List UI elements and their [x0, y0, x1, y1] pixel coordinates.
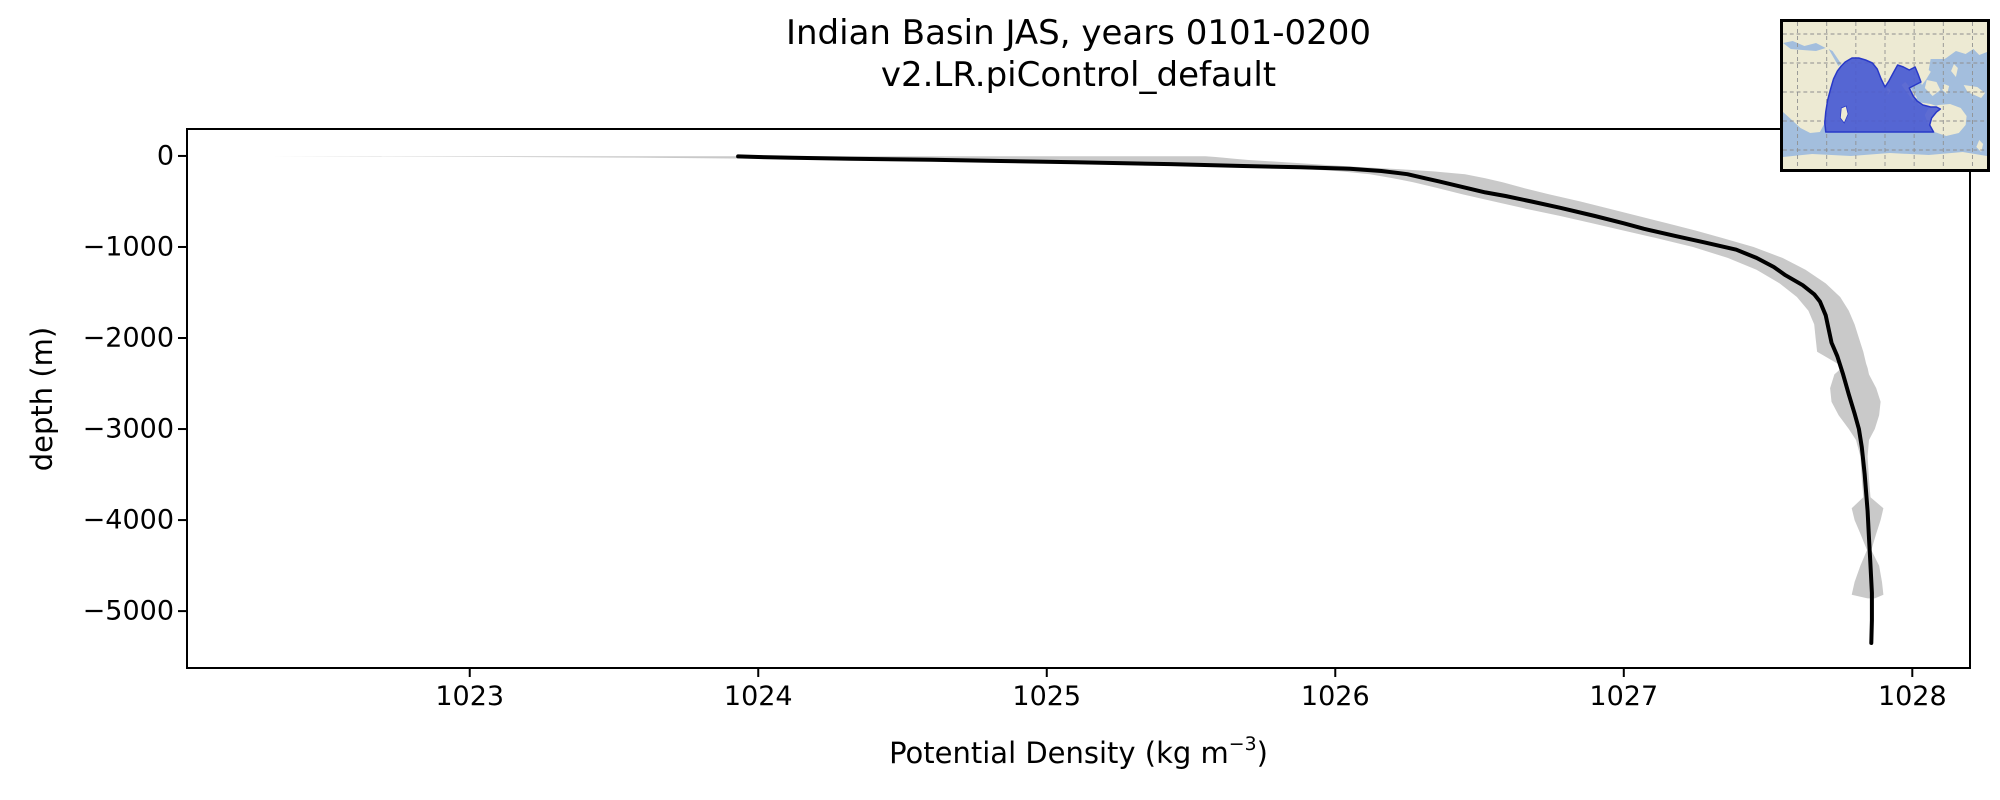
std-envelope-band: [270, 156, 1884, 599]
title-block: Indian Basin JAS, years 0101-0200 v2.LR.…: [187, 12, 1970, 96]
inset-red-sea: [1828, 49, 1842, 66]
x-axis-label-main: Potential Density (kg m: [889, 736, 1229, 770]
x-tick-label: 1025: [1012, 681, 1082, 712]
y-tick-label: −5000: [82, 595, 174, 627]
chart-title: Indian Basin JAS, years 0101-0200: [785, 13, 1372, 53]
inset-land-afro-eurasia: [1783, 22, 1987, 133]
axes-frame: [186, 128, 1971, 669]
inset-madagascar-overlay: [1839, 105, 1849, 124]
y-tick-label: −3000: [82, 413, 174, 445]
x-tick-label: 1027: [1589, 681, 1659, 712]
inset-philippines: [1951, 64, 1958, 77]
inset-map-svg: [1783, 22, 1987, 169]
inset-sulawesi: [1942, 84, 1950, 94]
inset-new-guinea: [1963, 85, 1986, 98]
inset-mediterranean-sea: [1783, 41, 1826, 51]
y-tick-label: −1000: [82, 231, 174, 263]
x-axis-label: Potential Density (kg m−3): [187, 733, 1970, 770]
inset-new-zealand: [1976, 140, 1984, 152]
y-tick-label: −2000: [82, 322, 174, 354]
chart-subtitle: v2.LR.piControl_default: [880, 55, 1277, 95]
inset-antarctica: [1783, 152, 1987, 169]
inset-japan: [1973, 38, 1985, 52]
x-axis-label-close: ): [1256, 736, 1268, 770]
indian-basin-inset-map: [1780, 19, 1990, 172]
y-axis-label: depth (m): [25, 326, 59, 472]
inset-south-china-sea: [1928, 59, 1951, 78]
x-tick-label: 1026: [1300, 681, 1370, 712]
x-tick-label: 1028: [1877, 681, 1947, 712]
inset-basin-region: [1824, 57, 1942, 133]
x-axis-label-exponent: −3: [1228, 733, 1257, 755]
x-tick-label: 1024: [723, 681, 793, 712]
mean-profile-line: [736, 154, 1874, 645]
y-tick-label: 0: [156, 140, 174, 172]
y-tick-label: −4000: [82, 504, 174, 536]
x-tick-label: 1023: [435, 681, 505, 712]
